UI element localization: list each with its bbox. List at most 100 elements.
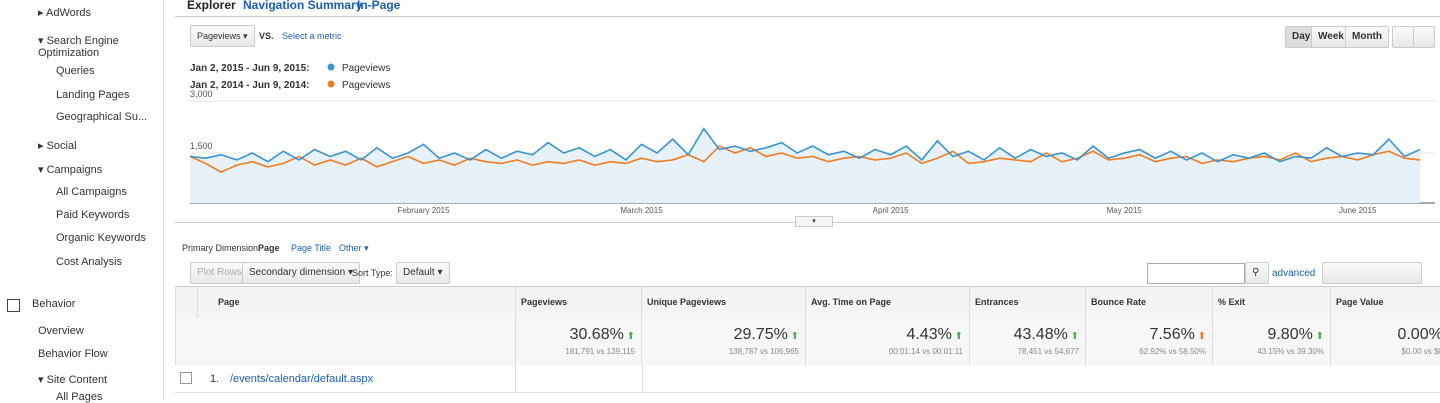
nav-item[interactable]: All Pages xyxy=(56,391,102,403)
area xyxy=(190,128,1420,203)
nav-item[interactable]: Landing Pages xyxy=(56,89,129,101)
column-header[interactable]: % Exit xyxy=(1212,287,1330,318)
nav-panel: ▸ AdWords ▾ Search Engine Optimization Que… xyxy=(0,0,164,403)
summary-cell: 29.75% ⬆ 138,787 vs 106,965 xyxy=(641,318,805,365)
trend-arrow: ⬆ xyxy=(623,331,635,342)
x-tick-label: May 2015 xyxy=(1107,206,1143,215)
trend-arrow: ⬆ xyxy=(1312,331,1324,342)
trend-arrow: ⬆ xyxy=(951,331,963,342)
summary-detail: 181,791 vs 139,115 xyxy=(565,347,635,356)
nav-item[interactable]: Overview xyxy=(38,325,84,337)
search-box[interactable] xyxy=(1147,263,1245,284)
x-tick-label: February 2015 xyxy=(398,206,451,215)
nav-item[interactable]: ▾ Site Content xyxy=(38,374,108,386)
nav-item[interactable]: Queries xyxy=(56,65,95,77)
dimension-option[interactable]: Other ▾ xyxy=(339,243,369,253)
pct-value: 4.43% xyxy=(906,326,952,343)
column-header[interactable]: Unique Pageviews xyxy=(641,287,805,318)
nav-label: Behavior xyxy=(32,298,76,310)
column-header[interactable]: Avg. Time on Page xyxy=(805,287,969,318)
column-header[interactable]: Bounce Rate xyxy=(1085,287,1212,318)
chart-type-button[interactable] xyxy=(1413,26,1435,48)
x-tick-label: March 2015 xyxy=(620,206,663,215)
x-tick-label: April 2015 xyxy=(873,206,910,215)
column-header[interactable]: Pageviews xyxy=(515,287,641,318)
collapse-handle[interactable]: ▾ xyxy=(795,216,833,227)
period-button[interactable]: Month xyxy=(1345,26,1389,48)
dimension-option[interactable]: Page xyxy=(258,243,280,253)
nav-item[interactable]: ▸ AdWords xyxy=(38,7,92,19)
column-title: % Exit xyxy=(1218,297,1246,307)
nav-item[interactable]: Behavior xyxy=(32,298,75,310)
nav-label: Landing Pages xyxy=(56,89,130,101)
other: Other xyxy=(339,243,362,253)
column-title: Avg. Time on Page xyxy=(811,297,892,307)
nav-item[interactable]: ▸ Social xyxy=(38,140,77,152)
header-checkbox-cell xyxy=(175,287,197,318)
summary-detail: 00:01:14 vs 00:01:11 xyxy=(888,347,963,356)
advanced-link[interactable]: advanced xyxy=(1272,268,1316,279)
search-button[interactable]: ⚲ xyxy=(1245,262,1269,284)
summary-detail: 78,451 vs 54,677 xyxy=(1017,347,1079,356)
metric-dropdown[interactable]: Pageviews ▾ xyxy=(190,25,255,47)
summary-detail: 62.92% vs 58.50% xyxy=(1139,347,1206,356)
legend-period: Jan 2, 2014 - Jun 9, 2014: xyxy=(190,80,310,91)
y-tick-label: 1,500 xyxy=(190,141,213,151)
legend-name: Pageviews xyxy=(342,80,390,91)
nav-label: Campaigns xyxy=(46,164,103,176)
summary-pct: 4.43% ⬆ xyxy=(806,326,963,344)
nav-item[interactable]: Cost Analysis xyxy=(56,256,122,268)
nav-item[interactable]: ▾ Search Engine Optimization xyxy=(38,35,119,59)
column-title: Unique Pageviews xyxy=(647,297,727,307)
column-header[interactable]: Page Value xyxy=(1330,287,1440,318)
summary-cell: 4.43% ⬆ 00:01:14 vs 00:01:11 xyxy=(805,318,969,365)
tab[interactable]: In-Page xyxy=(357,0,401,12)
nav-label: Paid Keywords xyxy=(56,209,130,221)
nav-item[interactable]: ▾ Campaigns xyxy=(38,164,103,176)
plot-rows-button[interactable]: Plot Rows xyxy=(190,262,250,284)
sort-dropdown[interactable]: Default ▾ xyxy=(396,262,450,284)
dimension-label: Primary Dimension: xyxy=(182,243,261,253)
summary-detail: $0.00 vs $0.00 xyxy=(1401,347,1440,356)
x-tick-label: June 2015 xyxy=(1339,206,1377,215)
summary-cell: 30.68% ⬆ 181,791 vs 139,115 xyxy=(515,318,641,365)
vs-label: VS. xyxy=(259,31,274,41)
period-button[interactable]: Week xyxy=(1311,26,1351,48)
legend-dot xyxy=(327,80,335,88)
column-title: Page Value xyxy=(1336,297,1384,307)
view-buttons[interactable] xyxy=(1322,262,1422,284)
tab[interactable]: Explorer xyxy=(187,0,236,12)
column-header[interactable]: Entrances xyxy=(969,287,1085,318)
secondary-dimension[interactable]: Secondary dimension ▾ xyxy=(242,262,360,284)
nav-item[interactable]: All Campaigns xyxy=(56,186,127,198)
trend-arrow: ⬆ xyxy=(1067,331,1079,342)
legend-dot xyxy=(327,63,335,71)
pct-value: 30.68% xyxy=(569,326,624,343)
nav-label: Search Engine Optimization xyxy=(38,35,119,59)
select-metric[interactable]: Select a metric xyxy=(282,31,342,41)
summary-pct: 7.56% ⬆ xyxy=(1086,326,1206,344)
y-tick-label: 3,000 xyxy=(190,89,213,99)
nav-label: Overview xyxy=(38,325,84,337)
pct-value: 0.00% xyxy=(1397,326,1440,343)
nav-label: Site Content xyxy=(46,374,108,386)
column-title: Page xyxy=(218,297,240,307)
sort: Default xyxy=(403,267,435,278)
nav-label: Geographical Su... xyxy=(56,111,148,123)
nav-item[interactable]: Behavior Flow xyxy=(38,348,108,360)
row-page[interactable]: /events/calendar/default.aspx xyxy=(230,373,374,385)
sort-label: Sort Type: xyxy=(352,268,393,278)
nav-item[interactable]: Geographical Su... xyxy=(56,111,147,123)
legend-name: Pageviews xyxy=(342,63,390,74)
dimension-option[interactable]: Page Title xyxy=(291,243,332,253)
summary-cell: 43.48% ⬆ 78,451 vs 54,677 xyxy=(969,318,1085,365)
nav-item[interactable]: Paid Keywords xyxy=(56,209,129,221)
nav-label: Organic Keywords xyxy=(56,232,146,244)
row-number: 1. xyxy=(210,373,220,385)
summary-detail: 138,787 vs 106,965 xyxy=(728,347,799,356)
nav-item[interactable]: Organic Keywords xyxy=(56,232,146,244)
nav-label: Queries xyxy=(56,65,95,77)
tab[interactable]: Navigation Summary xyxy=(243,0,363,12)
column-header[interactable]: Page xyxy=(197,287,515,318)
